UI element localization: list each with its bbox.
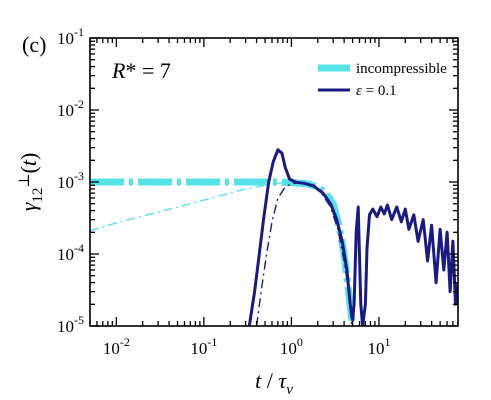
series-layer (90, 148, 458, 326)
y-tick-label: 10-1 (57, 25, 84, 48)
y-axis-label: γ12⊥(t) (16, 153, 46, 212)
panel-label: (c) (22, 32, 46, 57)
annotation: R* = 7 (111, 58, 171, 83)
y-axis-label-text: γ12⊥(t) (16, 153, 46, 212)
y-tick-label: 10-4 (57, 241, 84, 264)
series-line-1 (90, 178, 357, 326)
annotation-text: R* = 7 (111, 58, 171, 83)
x-tick-label: 101 (367, 335, 390, 358)
series-line-3 (247, 148, 458, 326)
legend-label: incompressible (356, 61, 447, 77)
legend-label: ε = 0.1 (356, 83, 397, 99)
series-line-2 (90, 181, 292, 232)
axis-ticks (89, 37, 459, 327)
legend: incompressible ε = 0.1 (318, 61, 447, 99)
y-tick-label: 10-5 (57, 313, 84, 336)
axis-labels: 10-2 10-1 100 101 10-5 10-4 10-3 10-2 10-1 (57, 25, 390, 358)
x-axis-label: t / τν (255, 368, 293, 398)
x-tick-label: 100 (280, 335, 303, 358)
y-tick-label: 10-2 (57, 97, 84, 120)
x-axis-label-text: t / τν (255, 368, 293, 398)
x-tick-label: 10-2 (103, 335, 130, 358)
x-tick-label: 10-1 (190, 335, 217, 358)
y-tick-label: 10-3 (57, 169, 84, 192)
series-line-4 (255, 181, 353, 326)
